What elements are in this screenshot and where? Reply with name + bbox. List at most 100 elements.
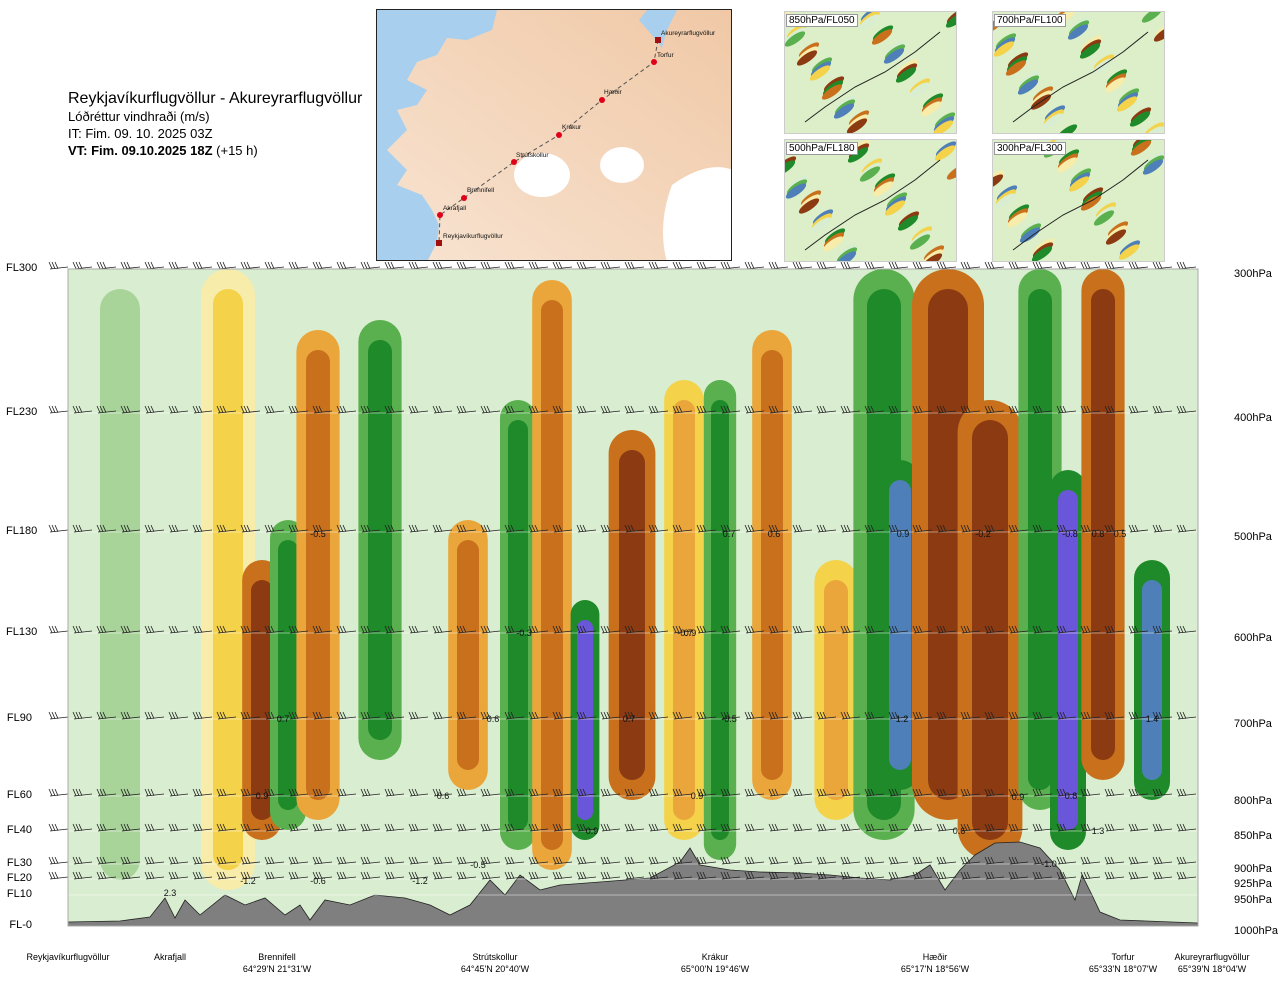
- wind-barb: [864, 261, 885, 270]
- thumb-blob: [1142, 126, 1164, 133]
- wind-barb: [720, 871, 741, 880]
- level-map-850-image: [785, 12, 956, 133]
- wind-barb: [912, 823, 933, 832]
- wind-barb: [816, 871, 837, 880]
- wind-barb: [864, 405, 885, 414]
- wind-barb: [216, 856, 237, 865]
- wind-barb: [1152, 871, 1173, 880]
- wind-barb: [1008, 711, 1029, 720]
- level-map-300[interactable]: 300hPa/FL300: [992, 139, 1165, 262]
- wind-barb: [48, 405, 69, 414]
- wind-barb: [912, 856, 933, 865]
- wind-barb: [432, 871, 453, 880]
- wind-barb: [720, 788, 741, 797]
- wind-barb: [936, 405, 957, 414]
- map-point-torfur: [651, 59, 657, 65]
- wind-barb: [456, 261, 477, 270]
- initial-time-label: IT: Fim. 09. 10. 2025 03Z: [68, 126, 213, 141]
- wind-barb: [48, 871, 69, 880]
- field-core: [1142, 580, 1162, 780]
- pressure-tick-label: 500hPa: [1234, 531, 1272, 543]
- wind-barb: [288, 524, 309, 533]
- wind-barb: [960, 524, 981, 533]
- wind-barb: [336, 524, 357, 533]
- level-map-500-label: 500hPa/FL180: [786, 142, 858, 155]
- wind-barb: [1008, 788, 1029, 797]
- wind-barb: [120, 823, 141, 832]
- field-core: [213, 289, 243, 870]
- wind-barb: [408, 856, 429, 865]
- wind-barb: [864, 823, 885, 832]
- thumb-blob: [846, 118, 868, 133]
- wind-barb: [888, 261, 909, 270]
- wind-barb: [360, 261, 381, 270]
- wind-barb: [120, 788, 141, 797]
- thumb-blob: [1067, 24, 1089, 40]
- wind-barb: [888, 711, 909, 720]
- wind-barb: [1176, 856, 1197, 865]
- wind-barb: [384, 261, 405, 270]
- wind-barb: [216, 625, 237, 634]
- wind-barb: [1176, 788, 1197, 797]
- level-map-700[interactable]: 700hPa/FL100: [992, 11, 1165, 134]
- wind-barb: [1008, 261, 1029, 270]
- map-label-akrafjall: Akrafjall: [443, 205, 467, 212]
- wind-barb: [792, 871, 813, 880]
- wind-barb: [768, 871, 789, 880]
- wind-barb: [720, 823, 741, 832]
- wind-barb: [408, 871, 429, 880]
- wind-barb: [600, 856, 621, 865]
- map-label-brennifell: Brennifell: [467, 187, 495, 194]
- field-core: [761, 350, 783, 780]
- wind-barb: [336, 856, 357, 865]
- wind-barb: [1128, 788, 1149, 797]
- level-map-500[interactable]: 500hPa/FL180: [784, 139, 957, 262]
- wind-barb: [552, 524, 573, 533]
- field-core: [541, 300, 563, 850]
- wind-barb: [912, 261, 933, 270]
- wind-barb: [792, 625, 813, 634]
- wind-barb: [600, 261, 621, 270]
- wind-barb: [360, 711, 381, 720]
- annotation-label: 0.6: [768, 529, 781, 539]
- thumb-blob: [1080, 195, 1102, 211]
- wind-barb: [576, 711, 597, 720]
- wind-barb: [480, 856, 501, 865]
- wind-barb: [816, 261, 837, 270]
- wind-barb: [984, 823, 1005, 832]
- thumb-route: [1012, 31, 1149, 123]
- pressure-tick-label: 925hPa: [1234, 878, 1272, 890]
- wind-barb: [1008, 625, 1029, 634]
- wind-barb: [144, 823, 165, 832]
- level-map-850[interactable]: 850hPa/FL050: [784, 11, 957, 134]
- thumb-blob: [821, 84, 843, 100]
- wind-barb: [1080, 823, 1101, 832]
- wind-barb: [576, 823, 597, 832]
- wind-barb: [408, 524, 429, 533]
- wind-barb: [1056, 261, 1077, 270]
- wind-barb: [1032, 856, 1053, 865]
- wind-barb: [1056, 625, 1077, 634]
- wind-barb: [624, 405, 645, 414]
- thumb-blob: [993, 41, 1015, 57]
- wind-barb: [720, 711, 741, 720]
- wind-barb: [672, 625, 693, 634]
- field-core: [457, 540, 479, 770]
- thumb-blob: [859, 166, 881, 182]
- thumb-blob: [1042, 113, 1064, 129]
- annotation-label: 0.7: [277, 714, 290, 724]
- wind-barb: [240, 788, 261, 797]
- wind-barb: [840, 823, 861, 832]
- map-label-torfur: Torfur: [657, 52, 674, 59]
- annotation-label: 0.6: [487, 714, 500, 724]
- wind-barb: [744, 405, 765, 414]
- wind-barb: [1104, 524, 1125, 533]
- wind-barb: [384, 871, 405, 880]
- wind-barb: [120, 871, 141, 880]
- wind-barb: [936, 261, 957, 270]
- annotation-label: 0.8: [1092, 529, 1105, 539]
- wind-barb: [1080, 871, 1101, 880]
- wind-barb: [384, 524, 405, 533]
- wind-barb: [72, 405, 93, 414]
- wind-barb: [216, 711, 237, 720]
